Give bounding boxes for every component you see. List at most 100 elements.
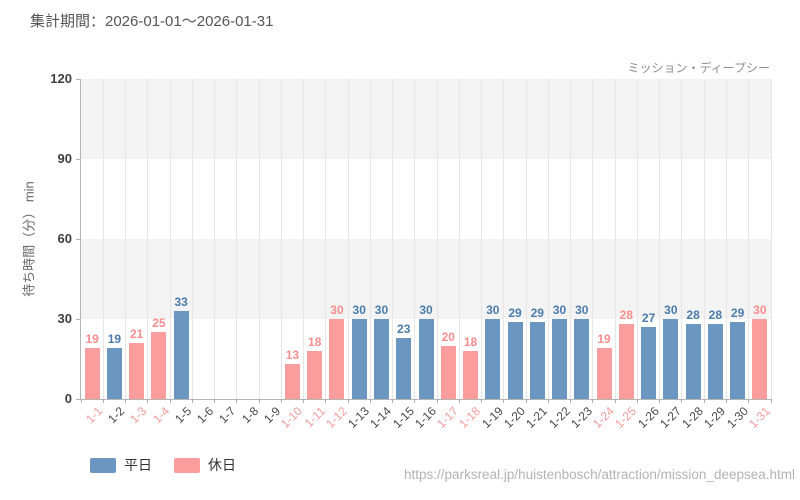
vertical-gridline bbox=[570, 79, 572, 399]
vertical-gridline bbox=[458, 79, 460, 399]
x-tick-mark bbox=[703, 399, 705, 403]
y-tick-label: 60 bbox=[57, 231, 72, 246]
bar-value-label: 30 bbox=[575, 303, 589, 317]
x-tick-mark bbox=[169, 399, 171, 403]
vertical-gridline bbox=[236, 79, 238, 399]
legend-swatch-holiday bbox=[174, 457, 200, 473]
vertical-gridline bbox=[547, 79, 549, 399]
bar-value-label: 27 bbox=[641, 311, 656, 325]
bar-value-label: 28 bbox=[686, 308, 700, 323]
bar-value-label: 29 bbox=[530, 305, 544, 320]
vertical-gridline bbox=[592, 79, 594, 399]
y-tick-mark bbox=[76, 158, 80, 160]
bar-weekday bbox=[507, 321, 523, 399]
vertical-gridline bbox=[191, 79, 193, 399]
bar-weekday bbox=[173, 311, 189, 399]
vertical-gridline bbox=[125, 79, 127, 399]
attraction-name-label: ミッション・ディープシー bbox=[627, 61, 770, 75]
bar-value-label: 30 bbox=[486, 303, 500, 317]
grid-band bbox=[81, 79, 771, 159]
vertical-gridline bbox=[414, 79, 416, 399]
bar-weekday bbox=[641, 327, 657, 399]
bar-holiday bbox=[752, 319, 768, 399]
vertical-gridline bbox=[325, 79, 327, 399]
x-tick-mark bbox=[570, 399, 572, 403]
x-tick-mark bbox=[525, 399, 527, 403]
vertical-gridline bbox=[214, 79, 216, 399]
bar-weekday bbox=[529, 321, 545, 399]
bar-value-label: 28 bbox=[619, 308, 633, 323]
plot-area: 19 19 21 25 33 13 18 30 30 30 23 30 20 18 30 29 29 30 30 19… bbox=[80, 79, 772, 403]
vertical-gridline bbox=[258, 79, 260, 399]
bar-holiday bbox=[596, 348, 612, 399]
x-tick-mark bbox=[80, 399, 82, 403]
bar-value-label: 30 bbox=[753, 303, 767, 317]
bar-value-label: 29 bbox=[508, 305, 522, 320]
bar-holiday bbox=[307, 351, 323, 399]
y-tick-label: 30 bbox=[57, 311, 72, 326]
vertical-gridline bbox=[481, 79, 483, 399]
vertical-gridline bbox=[280, 79, 282, 399]
bar-value-label: 19 bbox=[107, 332, 122, 347]
vertical-gridline bbox=[436, 79, 438, 399]
x-tick-mark bbox=[347, 399, 349, 403]
bar-value-label: 13 bbox=[285, 348, 300, 363]
vertical-gridline bbox=[725, 79, 727, 399]
x-tick-mark bbox=[236, 399, 238, 403]
vertical-gridline bbox=[659, 79, 661, 399]
report-period-title: 集計期間：2026-01-01〜2026-01-31 bbox=[30, 13, 274, 30]
bar-weekday bbox=[574, 319, 590, 399]
bar-value-label: 23 bbox=[397, 321, 411, 336]
bar-value-label: 18 bbox=[463, 335, 478, 349]
legend-label-weekday: 平日 bbox=[124, 457, 152, 473]
y-tick-mark bbox=[76, 398, 80, 400]
legend-item-weekday[interactable]: 平日 bbox=[90, 455, 152, 475]
x-tick-mark bbox=[325, 399, 327, 403]
vertical-gridline bbox=[703, 79, 705, 399]
bar-holiday bbox=[440, 345, 456, 399]
vertical-gridline bbox=[392, 79, 394, 399]
bar-holiday bbox=[151, 332, 167, 399]
bar-value-label: 33 bbox=[174, 295, 188, 309]
x-tick-mark bbox=[503, 399, 505, 403]
bar-value-label: 21 bbox=[129, 327, 144, 341]
bar-holiday bbox=[284, 364, 300, 399]
bar-value-label: 30 bbox=[352, 303, 366, 317]
chart-url-caption: https://parksreal.jp/huistenbosch/attrac… bbox=[404, 467, 795, 482]
vertical-gridline bbox=[614, 79, 616, 399]
x-tick-mark bbox=[303, 399, 305, 403]
y-tick-mark bbox=[76, 238, 80, 240]
vertical-gridline bbox=[503, 79, 505, 399]
vertical-gridline bbox=[636, 79, 638, 399]
y-tick-mark bbox=[76, 78, 80, 80]
bar-weekday bbox=[663, 319, 679, 399]
x-tick-mark bbox=[636, 399, 638, 403]
x-tick-mark bbox=[770, 399, 772, 403]
x-tick-mark bbox=[414, 399, 416, 403]
bar-value-label: 30 bbox=[419, 303, 433, 317]
legend-item-holiday[interactable]: 休日 bbox=[174, 455, 236, 475]
bar-value-label: 19 bbox=[85, 332, 99, 347]
bar-holiday bbox=[129, 343, 145, 399]
bar-weekday bbox=[685, 324, 701, 399]
bar-value-label: 30 bbox=[330, 303, 344, 317]
vertical-gridline bbox=[303, 79, 305, 399]
y-tick-label: 0 bbox=[64, 391, 72, 406]
bar-value-label: 29 bbox=[730, 305, 745, 320]
x-tick-mark bbox=[147, 399, 149, 403]
grid-band bbox=[81, 239, 771, 319]
bar-holiday bbox=[84, 348, 100, 399]
y-tick-mark bbox=[76, 318, 80, 320]
vertical-gridline bbox=[169, 79, 171, 399]
x-tick-mark bbox=[369, 399, 371, 403]
bar-weekday bbox=[418, 319, 434, 399]
legend-swatch-weekday bbox=[90, 457, 116, 473]
x-tick-mark bbox=[214, 399, 216, 403]
vertical-gridline bbox=[147, 79, 149, 399]
legend-label-holiday: 休日 bbox=[208, 457, 236, 473]
bar-holiday bbox=[329, 319, 345, 399]
bar-value-label: 30 bbox=[664, 303, 678, 317]
legend: 平日 休日 bbox=[90, 455, 236, 475]
x-tick-mark bbox=[191, 399, 193, 403]
